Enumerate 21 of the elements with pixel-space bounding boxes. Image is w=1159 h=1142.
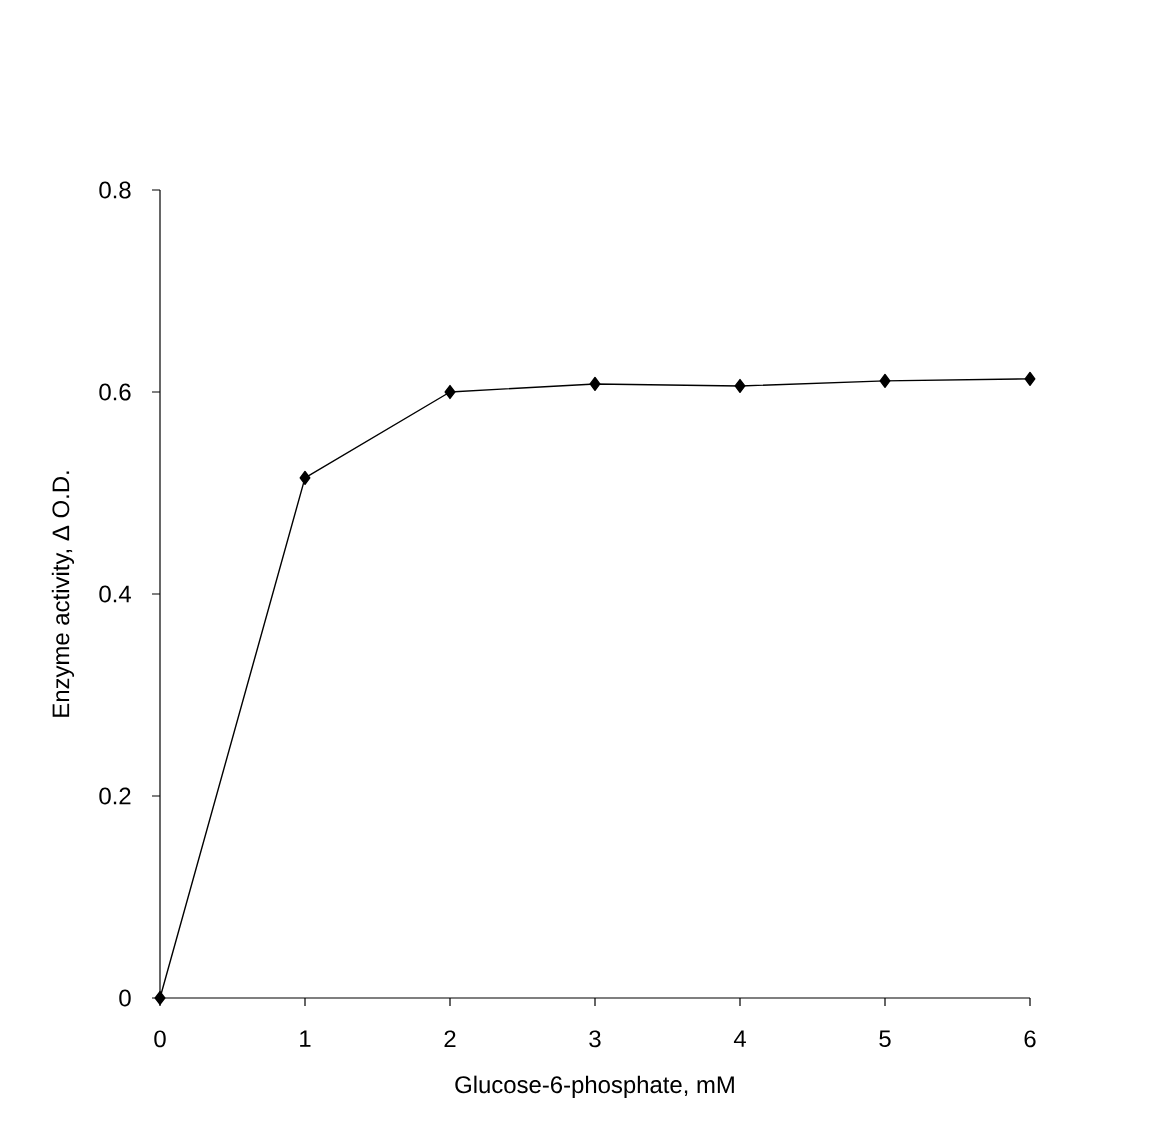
- point: [444, 384, 456, 400]
- point: [154, 990, 166, 1006]
- x-axis-title: Glucose-6-phosphate, mM: [455, 1075, 734, 1098]
- x-tick-label: 6: [1024, 1030, 1036, 1048]
- point: [299, 470, 311, 485]
- x-tick-label: 5: [879, 1030, 891, 1048]
- y-tick-label: 0.8: [99, 181, 131, 199]
- point: [1024, 371, 1036, 386]
- x-tick-label: 3: [589, 1030, 601, 1048]
- y-tick-label: 0.4: [99, 585, 131, 603]
- x-tick-label: 0: [154, 1030, 166, 1048]
- point: [879, 373, 891, 388]
- x-tick-label: 2: [444, 1030, 456, 1048]
- point: [734, 378, 746, 394]
- y-tick-label: 0.2: [99, 787, 131, 805]
- x-tick-label: 4: [733, 1030, 746, 1047]
- y-tick-label: 0.6: [99, 383, 131, 401]
- y-axis-title: Enzyme activity, Δ O.D.: [51, 471, 75, 717]
- point: [589, 376, 601, 392]
- y-tick-label: 0: [119, 989, 131, 1007]
- x-tick-label: 1: [300, 1030, 311, 1047]
